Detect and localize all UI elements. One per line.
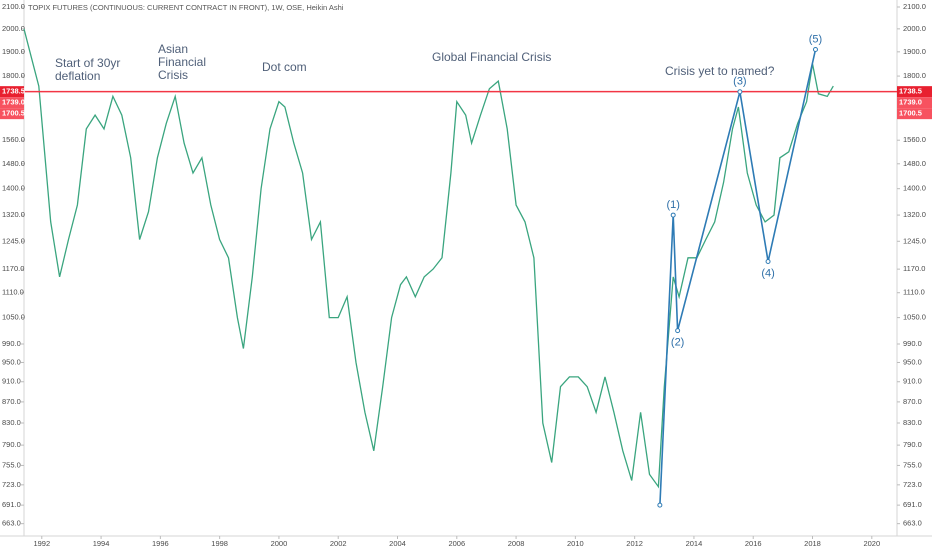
y-tick-label: 1170.0 bbox=[2, 264, 24, 273]
y-tick-label: 755.0 bbox=[2, 460, 21, 469]
y-tick-label: 663.0 bbox=[903, 519, 922, 528]
x-tick-label: 2020 bbox=[863, 539, 880, 548]
y-tick-label: 870.0 bbox=[2, 397, 21, 406]
price-label: 1739.0 bbox=[899, 98, 922, 107]
price-label: 1739.0 bbox=[2, 98, 25, 107]
y-tick-label: 2100.0 bbox=[903, 2, 926, 11]
y-tick-label: 830.0 bbox=[903, 418, 922, 427]
y-tick-label: 910.0 bbox=[903, 377, 922, 386]
y-tick-label: 1050.0 bbox=[903, 313, 926, 322]
y-tick-label: 691.0 bbox=[2, 500, 21, 509]
y-tick-label: 2000.0 bbox=[2, 24, 25, 33]
annotation: Asian bbox=[158, 42, 188, 56]
y-tick-label: 723.0 bbox=[903, 480, 922, 489]
y-tick-label: 830.0 bbox=[2, 418, 21, 427]
y-tick-label: 990.0 bbox=[2, 339, 21, 348]
price-label-box bbox=[0, 86, 24, 98]
price-label-box bbox=[897, 97, 932, 109]
y-tick-label: 1400.0 bbox=[2, 184, 25, 193]
price-label-box bbox=[0, 97, 24, 109]
price-label: 1738.5 bbox=[2, 87, 25, 96]
y-tick-label: 950.0 bbox=[903, 357, 922, 366]
x-tick-label: 1996 bbox=[152, 539, 169, 548]
wave-point bbox=[765, 259, 771, 265]
x-tick-label: 2014 bbox=[686, 539, 703, 548]
price-label-box bbox=[897, 108, 932, 120]
wave-line bbox=[659, 49, 817, 506]
y-tick-label: 723.0 bbox=[2, 480, 21, 489]
y-tick-label: 1245.0 bbox=[903, 236, 926, 245]
y-tick-label: 1480.0 bbox=[903, 159, 926, 168]
wave-label: (4) bbox=[761, 267, 774, 279]
y-tick-label: 1480.0 bbox=[2, 159, 25, 168]
x-tick-label: 2018 bbox=[804, 539, 821, 548]
price-label-box bbox=[897, 86, 932, 98]
annotation: Global Financial Crisis bbox=[432, 50, 551, 64]
y-tick-label: 1900.0 bbox=[903, 47, 926, 56]
x-tick-label: 2012 bbox=[626, 539, 643, 548]
x-tick-label: 1998 bbox=[211, 539, 228, 548]
x-tick-label: 2016 bbox=[745, 539, 762, 548]
wave-point bbox=[675, 328, 681, 334]
y-tick-label: 663.0 bbox=[2, 519, 21, 528]
annotation: Financial bbox=[158, 55, 206, 69]
y-tick-label: 1245.0 bbox=[2, 236, 25, 245]
price-label: 1700.5 bbox=[2, 109, 25, 118]
x-tick-label: 2006 bbox=[448, 539, 465, 548]
x-tick-label: 1992 bbox=[33, 539, 50, 548]
y-tick-label: 1110.0 bbox=[2, 288, 24, 297]
y-tick-label: 2100.0 bbox=[2, 2, 25, 11]
y-tick-label: 1170.0 bbox=[903, 264, 925, 273]
x-tick-label: 1994 bbox=[93, 539, 110, 548]
x-tick-label: 2000 bbox=[271, 539, 288, 548]
annotation: Crisis yet to named? bbox=[665, 64, 775, 78]
price-label-box bbox=[0, 108, 24, 120]
chart-title: TOPIX FUTURES (CONTINUOUS: CURRENT CONTR… bbox=[28, 3, 344, 12]
x-tick-label: 2010 bbox=[567, 539, 584, 548]
price-line bbox=[23, 28, 834, 489]
y-tick-label: 1800.0 bbox=[903, 71, 926, 80]
wave-label: (2) bbox=[671, 337, 684, 349]
y-tick-label: 1560.0 bbox=[903, 135, 926, 144]
y-tick-label: 1900.0 bbox=[2, 47, 25, 56]
y-tick-label: 790.0 bbox=[2, 440, 21, 449]
y-tick-label: 1110.0 bbox=[903, 288, 925, 297]
wave-point bbox=[657, 502, 663, 508]
y-tick-label: 790.0 bbox=[903, 440, 922, 449]
wave-point bbox=[812, 46, 818, 52]
x-tick-label: 2008 bbox=[508, 539, 525, 548]
y-tick-label: 950.0 bbox=[2, 357, 21, 366]
y-tick-label: 2000.0 bbox=[903, 24, 926, 33]
y-tick-label: 1320.0 bbox=[903, 210, 926, 219]
y-tick-label: 1320.0 bbox=[2, 210, 25, 219]
y-tick-label: 691.0 bbox=[903, 500, 922, 509]
y-tick-label: 1560.0 bbox=[2, 135, 25, 144]
annotation: Start of 30yr bbox=[55, 56, 120, 70]
wave-label: (5) bbox=[809, 33, 822, 45]
wave-label: (1) bbox=[666, 199, 679, 211]
y-tick-label: 870.0 bbox=[903, 397, 922, 406]
y-tick-label: 910.0 bbox=[2, 377, 21, 386]
price-label: 1738.5 bbox=[899, 87, 922, 96]
wave-point bbox=[670, 212, 676, 218]
annotation: Dot com bbox=[262, 60, 307, 74]
x-tick-label: 2004 bbox=[389, 539, 406, 548]
annotation: Crisis bbox=[158, 68, 188, 82]
wave-label: (3) bbox=[733, 76, 746, 88]
wave-point bbox=[737, 89, 743, 95]
y-tick-label: 1800.0 bbox=[2, 71, 25, 80]
y-tick-label: 755.0 bbox=[903, 460, 922, 469]
y-tick-label: 1400.0 bbox=[903, 184, 926, 193]
price-label: 1700.5 bbox=[899, 109, 922, 118]
y-tick-label: 990.0 bbox=[903, 339, 922, 348]
x-tick-label: 2002 bbox=[330, 539, 347, 548]
y-tick-label: 1050.0 bbox=[2, 313, 25, 322]
annotation: deflation bbox=[55, 69, 100, 83]
